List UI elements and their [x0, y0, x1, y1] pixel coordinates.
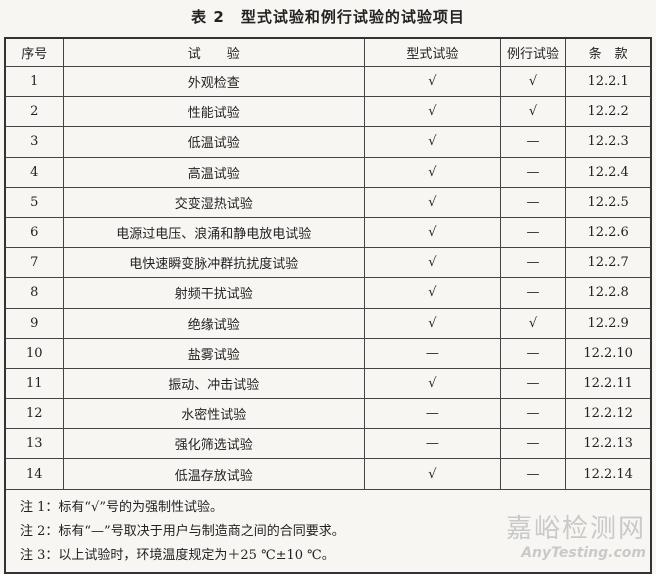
row-number: 7 — [4, 247, 64, 279]
column-header: 型式试验 — [364, 37, 501, 67]
test-name: 低温存放试验 — [62, 458, 366, 490]
table-row: 4 高温试验 √ —12.2.4 — [4, 156, 652, 188]
routine-test: — — [499, 156, 567, 188]
routine-test: √ — [499, 65, 567, 98]
clause: 12.2.4 — [565, 156, 652, 188]
watermark-cn: 嘉峪检测网 — [505, 514, 646, 544]
test-name: 射频干扰试验 — [62, 277, 366, 309]
table-row: 11 振动、冲击试验 √ —12.2.11 — [4, 367, 652, 400]
test-name: 振动、冲击试验 — [62, 367, 366, 400]
type-test: √ — [364, 96, 501, 128]
clause: 12.2.1 — [565, 65, 652, 98]
table-row: 3 低温试验 √ —12.2.3 — [4, 126, 652, 158]
type-test: — — [364, 428, 501, 460]
test-name: 水密性试验 — [62, 398, 366, 430]
test-name: 高温试验 — [62, 156, 366, 188]
row-number: 9 — [4, 307, 64, 339]
clause: 12.2.14 — [565, 458, 652, 490]
watermark: 嘉峪检测网 AnyTesting.com — [506, 508, 646, 561]
routine-test: √ — [499, 307, 567, 339]
table-row: 12 水密性试验 — —12.2.12 — [4, 398, 652, 430]
row-number: 14 — [4, 458, 64, 490]
table-row: 6 电源过电压、浪涌和静电放电试验 √ —12.2.6 — [4, 216, 652, 249]
table-title: 表 2 型式试验和例行试验的试验项目 — [191, 8, 465, 26]
clause: 12.2.10 — [565, 337, 652, 369]
routine-test: — — [499, 398, 567, 430]
column-header: 试 验 — [62, 37, 366, 67]
table-row: 1 外观检查 √ √ 12.2.1 — [4, 65, 652, 98]
routine-test: — — [499, 247, 567, 279]
test-name: 低温试验 — [62, 126, 366, 158]
row-number: 5 — [4, 186, 64, 218]
routine-test: — — [499, 337, 567, 369]
routine-test: — — [499, 277, 567, 309]
routine-test: — — [499, 428, 567, 460]
column-header: 条 款 — [565, 37, 652, 67]
test-name: 强化筛选试验 — [62, 428, 366, 460]
note: 注 1：标有“√”号的为强制性试验。 — [20, 499, 223, 515]
table-row: 14 低温存放试验 √ —12.2.14 — [4, 458, 652, 490]
table-row: 13 强化筛选试验 — —12.2.13 — [4, 428, 652, 460]
type-test: √ — [364, 65, 501, 98]
type-test: √ — [364, 247, 501, 279]
test-name: 盐雾试验 — [62, 337, 366, 369]
routine-test: — — [499, 458, 567, 490]
row-number: 12 — [4, 398, 64, 430]
type-test: √ — [364, 216, 501, 249]
note: 注 2：标有“—”号取决于用户与制造商之间的合同要求。 — [20, 523, 345, 539]
clause: 12.2.5 — [565, 186, 652, 218]
note: 注 3：以上试验时，环境温度规定为＋25 ℃±10 ℃。 — [20, 547, 335, 563]
clause: 12.2.2 — [565, 96, 652, 128]
clause: 12.2.9 — [565, 307, 652, 339]
routine-test: √ — [499, 96, 567, 128]
clause: 12.2.11 — [565, 367, 652, 400]
row-number: 6 — [4, 216, 64, 249]
test-name: 交变湿热试验 — [62, 186, 366, 218]
test-items-table: 序号试 验型式试验 例行试验条 款 1 外观检查 √ √ 12.2.1 2 性能试验 √ √ 12.… — [4, 37, 652, 574]
type-test: √ — [364, 307, 501, 339]
table-row: 10 盐雾试验 — —12.2.10 — [4, 337, 652, 369]
test-name: 绝缘试验 — [62, 307, 366, 339]
watermark-en: AnyTesting.com — [521, 545, 646, 561]
row-number: 11 — [4, 367, 64, 400]
clause: 12.2.8 — [565, 277, 652, 309]
clause: 12.2.3 — [565, 126, 652, 158]
clause: 12.2.13 — [565, 428, 652, 460]
type-test: √ — [364, 186, 501, 218]
row-number: 4 — [4, 156, 64, 188]
type-test: — — [364, 398, 501, 430]
row-number: 10 — [4, 337, 64, 369]
test-name: 电快速瞬变脉冲群抗扰度试验 — [62, 247, 366, 279]
table-row: 2 性能试验 √ √ 12.2.2 — [4, 96, 652, 128]
type-test: — — [364, 337, 501, 369]
clause: 12.2.7 — [565, 247, 652, 279]
column-header: 序号 — [4, 37, 64, 67]
row-number: 8 — [4, 277, 64, 309]
row-number: 2 — [4, 96, 64, 128]
test-name: 性能试验 — [62, 96, 366, 128]
type-test: √ — [364, 277, 501, 309]
notes: 注 1：标有“√”号的为强制性试验。注 2：标有“—”号取决于用户与制造商之间的… — [4, 488, 652, 574]
routine-test: — — [499, 126, 567, 158]
test-name: 外观检查 — [62, 65, 366, 98]
type-test: √ — [364, 458, 501, 490]
clause: 12.2.12 — [565, 398, 652, 430]
table-row: 7 电快速瞬变脉冲群抗扰度试验 √ —12.2.7 — [4, 247, 652, 279]
row-number: 13 — [4, 428, 64, 460]
header-row: 序号试 验型式试验 例行试验条 款 — [4, 37, 652, 67]
type-test: √ — [364, 156, 501, 188]
type-test: √ — [364, 367, 501, 400]
clause: 12.2.6 — [565, 216, 652, 249]
table-row: 8 射频干扰试验 √ —12.2.8 — [4, 277, 652, 309]
column-header: 例行试验 — [499, 37, 567, 67]
test-name: 电源过电压、浪涌和静电放电试验 — [62, 216, 366, 249]
table-row: 9 绝缘试验 √ √ 12.2.9 — [4, 307, 652, 339]
row-number: 3 — [4, 126, 64, 158]
type-test: √ — [364, 126, 501, 158]
routine-test: — — [499, 216, 567, 249]
routine-test: — — [499, 186, 567, 218]
routine-test: — — [499, 367, 567, 400]
table-row: 5 交变湿热试验 √ —12.2.5 — [4, 186, 652, 218]
row-number: 1 — [4, 65, 64, 98]
